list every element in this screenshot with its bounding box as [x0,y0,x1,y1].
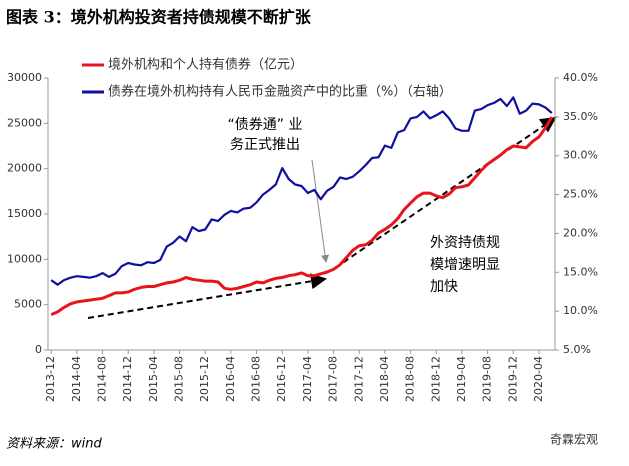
annotation: “债券通” 业 [228,117,303,133]
y2-tick-label: 5.0% [563,343,591,356]
y-tick-label: 5000 [14,298,42,311]
x-tick-label: 2015-04 [147,356,160,402]
x-tick-label: 2014-12 [121,356,134,402]
annotation: 加快 [430,279,458,295]
chart-title: 图表 3：境外机构投资者持债规模不断扩张 [6,8,312,27]
x-tick-label: 2019-12 [506,356,519,402]
y-tick-label: 10000 [7,252,42,265]
y2-tick-label: 25.0% [563,188,598,201]
x-tick-label: 2016-08 [250,356,263,402]
x-tick-label: 2016-12 [275,356,288,402]
y-tick-label: 20000 [7,162,42,175]
y-tick-label: 0 [35,343,42,356]
x-tick-label: 2017-08 [327,356,340,402]
x-tick-label: 2014-08 [96,356,109,402]
y-tick-label: 30000 [7,71,42,84]
y-tick-label: 15000 [7,207,42,220]
y-tick-label: 25000 [7,116,42,129]
x-tick-label: 2017-04 [301,356,314,402]
legend-label: 债券在境外机构持有人民币金融资产中的比重（%）（右轴） [108,84,452,100]
y2-tick-label: 20.0% [563,226,598,239]
pointer-arrow [311,159,330,263]
x-tick-label: 2013-12 [44,356,57,402]
x-tick-label: 2018-04 [378,356,391,402]
x-tick-label: 2014-04 [70,356,83,402]
x-tick-label: 2019-08 [481,356,494,402]
trend-arrow [334,116,557,269]
x-tick-label: 2020-04 [532,356,545,402]
watermark: 奇霖宏观 [550,432,598,447]
x-tick-label: 2015-08 [173,356,186,402]
x-tick-label: 2016-04 [224,356,237,402]
source: 资料来源：wind [6,437,102,452]
annotation: 模增速明显 [430,257,500,273]
x-tick-label: 2017-12 [352,356,365,402]
x-tick-label: 2018-08 [404,356,417,402]
x-tick-label: 2018-12 [429,356,442,402]
y2-tick-label: 10.0% [563,304,598,317]
legend-label: 境外机构和个人持有债券（亿元） [108,57,303,73]
trend-arrow [87,273,327,319]
annotation: 务正式推出 [230,137,300,153]
x-tick-label: 2019-04 [455,356,468,402]
y2-tick-label: 30.0% [563,149,598,162]
series-line [50,96,553,286]
y2-tick-label: 40.0% [563,71,598,84]
annotation: 外资持债规 [430,235,500,251]
y2-tick-label: 15.0% [563,265,598,278]
y2-tick-label: 35.0% [563,110,598,123]
x-tick-label: 2015-12 [198,356,211,402]
series-line [50,116,554,316]
